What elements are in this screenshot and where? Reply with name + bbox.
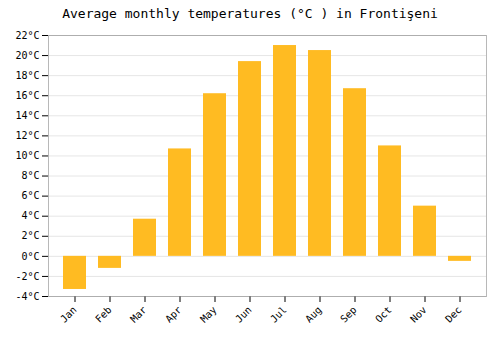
html-text:Average monthly temperatures (: Average monthly temperatures (°C ) in Fr… — [62, 6, 438, 21]
svg-text:Oct: Oct — [373, 304, 394, 325]
svg-text:12°C: 12°C — [15, 130, 39, 141]
svg-text:10°C: 10°C — [15, 150, 39, 161]
svg-text:20°C: 20°C — [15, 50, 39, 61]
svg-text:18°C: 18°C — [15, 70, 39, 81]
svg-text:Aug: Aug — [303, 304, 324, 325]
svg-text:May: May — [198, 304, 219, 325]
svg-text:16°C: 16°C — [15, 90, 39, 101]
svg-text:Dec: Dec — [443, 304, 464, 325]
svg-text:6°C: 6°C — [21, 190, 39, 201]
svg-text:Mar: Mar — [128, 304, 149, 325]
svg-text:0°C: 0°C — [21, 251, 39, 262]
svg-text:8°C: 8°C — [21, 170, 39, 181]
svg-text:Jan: Jan — [58, 304, 79, 325]
svg-text:2°C: 2°C — [21, 230, 39, 241]
svg-text:Feb: Feb — [93, 304, 114, 325]
svg-text:4°C: 4°C — [21, 210, 39, 221]
svg-text:Jul: Jul — [268, 304, 289, 325]
svg-text:Nov: Nov — [408, 304, 429, 325]
svg-text:22°C: 22°C — [15, 30, 39, 41]
svg-text:14°C: 14°C — [15, 110, 39, 121]
svg-text:-2°C: -2°C — [15, 271, 39, 282]
svg-text:-4°C: -4°C — [15, 291, 39, 302]
svg-text:Apr: Apr — [163, 304, 184, 325]
svg-text:Sep: Sep — [338, 304, 359, 325]
svg-text:Jun: Jun — [233, 304, 254, 325]
